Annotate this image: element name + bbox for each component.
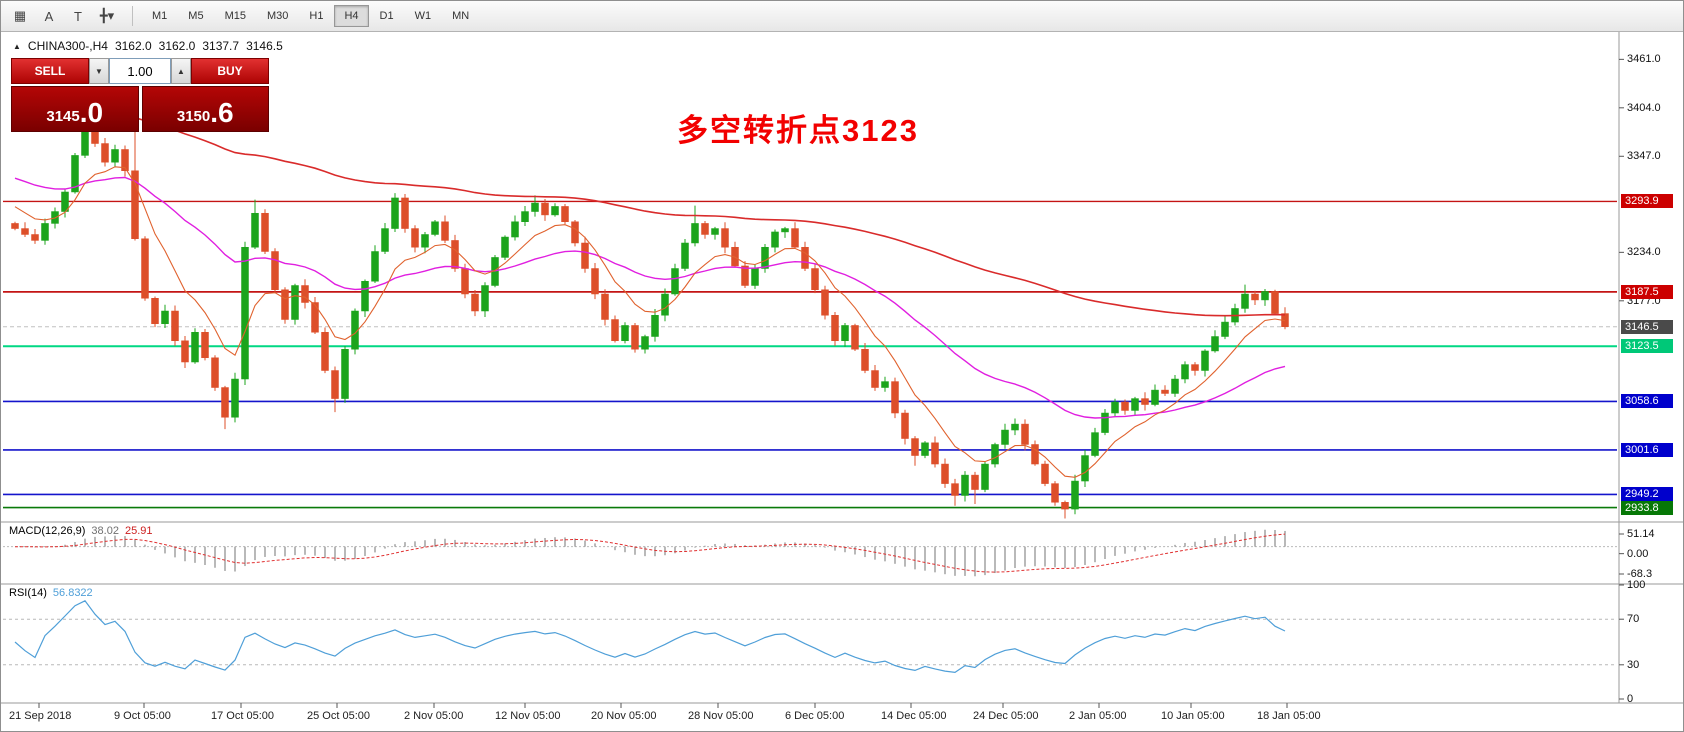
tf-button-m5[interactable]: M5 [188, 10, 204, 22]
panel-frames [1, 32, 1683, 708]
trade-controls-row: SELL ▼ ▲ BUY [11, 58, 269, 84]
ma-mid-line [14, 176, 1286, 419]
font-a-icon[interactable]: A [44, 8, 54, 24]
ask-price-display[interactable]: 3150 .6 [141, 86, 269, 132]
tf-button-w1[interactable]: W1 [414, 10, 432, 22]
bid-price-display[interactable]: 3145 .0 [11, 86, 139, 132]
bid-main-digits: 3145 [46, 108, 80, 125]
high-value: 3162.0 [158, 39, 196, 53]
close-value: 3146.5 [246, 39, 283, 53]
collapse-icon[interactable]: ▲ [13, 41, 21, 51]
ask-big-digit: .6 [210, 97, 234, 128]
low-value: 3137.7 [202, 39, 240, 53]
main-toolbar: ▦ A T ╋▾ M1 M5 M15 M30 H1 H4 D1 W1 MN [1, 1, 1683, 32]
macd-panel [3, 529, 1617, 577]
macd-signal-value: 25.91 [124, 525, 153, 537]
ask-main-digits: 3150 [176, 108, 211, 125]
tf-button-mn[interactable]: MN [452, 10, 470, 22]
crosshair-dropdown-icon[interactable]: ╋▾ [99, 8, 115, 23]
text-tool-icon[interactable]: T [74, 8, 82, 24]
drawing-tools-group: ▦ A T ╋▾ [7, 5, 123, 27]
buy-button[interactable]: BUY [191, 58, 269, 84]
chart-ohlc-header: ▲ CHINA300-,H4 3162.0 3162.0 3137.7 3146… [13, 39, 283, 53]
toolbar-separator [132, 6, 133, 26]
sell-button[interactable]: SELL [11, 58, 89, 84]
volume-input[interactable] [109, 58, 171, 84]
rsi-indicator-label: RSI(14) 56.8322 [9, 587, 93, 599]
chart-annotation-text: 多空转折点3123 [677, 113, 919, 148]
macd-indicator-label: MACD(12,26,9) 38.02 25.91 [9, 525, 152, 537]
volume-up-icon[interactable]: ▲ [171, 58, 191, 84]
rsi-name: RSI(14) [9, 587, 47, 599]
volume-down-icon[interactable]: ▼ [89, 58, 109, 84]
candles-layer [11, 117, 1289, 519]
ma-slow-line [14, 102, 1286, 317]
bid-big-digit: .0 [79, 97, 104, 128]
tf-button-h1[interactable]: H1 [309, 10, 324, 22]
tf-button-d1[interactable]: D1 [379, 10, 394, 22]
tf-button-h4[interactable]: H4 [334, 5, 369, 27]
trade-prices-row: 3145 .0 3150 .6 [11, 86, 269, 132]
macd-main-value: 38.02 [91, 525, 119, 537]
timeframe-buttons-group: M1 M5 M15 M30 H1 H4 D1 W1 MN [142, 5, 480, 27]
horizontal-level-lines[interactable] [3, 200, 1617, 509]
macd-name: MACD(12,26,9) [9, 525, 86, 537]
symbol-label: CHINA300-,H4 [27, 39, 108, 53]
grid-icon[interactable]: ▦ [13, 8, 27, 23]
ma-fast-line [14, 166, 1286, 478]
rsi-panel [3, 600, 1617, 674]
moving-averages [14, 102, 1286, 478]
tf-button-m30[interactable]: M30 [266, 10, 289, 22]
open-value: 3162.0 [114, 39, 152, 53]
rsi-value: 56.8322 [52, 587, 93, 599]
tf-button-m15[interactable]: M15 [224, 10, 246, 22]
tf-button-m1[interactable]: M1 [152, 10, 168, 22]
one-click-trading-panel: SELL ▼ ▲ BUY 3145 .0 3150 .6 [11, 58, 269, 132]
